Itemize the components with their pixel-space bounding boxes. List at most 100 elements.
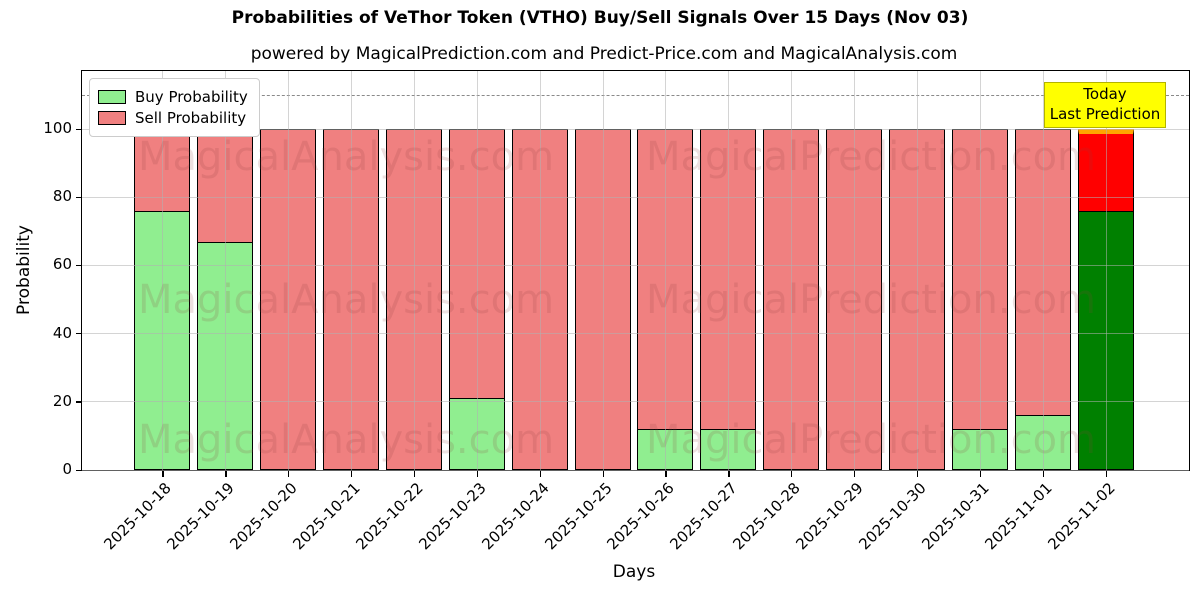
bar-slot-2025-10-22: 2025-10-22 <box>352 71 446 553</box>
bar-slot-2025-10-28: 2025-10-28 <box>730 71 823 553</box>
y-tick-mark-60 <box>76 264 82 267</box>
today-annotation-line1: Today <box>1083 85 1127 103</box>
bar-slot-2025-10-25: 2025-10-25 <box>541 71 634 553</box>
bar-2025-10-27 <box>700 129 757 470</box>
bar-segment-sell <box>260 129 317 470</box>
x-tick-mark-2025-10-27 <box>728 471 730 477</box>
legend-label-1: Sell Probability <box>135 109 247 127</box>
bar-2025-10-29 <box>826 129 883 470</box>
x-tick-mark-2025-10-26 <box>665 471 667 477</box>
bar-segment-sell <box>826 129 883 470</box>
legend-entry-0: Buy Probability <box>98 88 248 106</box>
bar-2025-10-22 <box>385 129 442 470</box>
bar-2025-10-23 <box>448 129 505 470</box>
chart-title: Probabilities of VeThor Token (VTHO) Buy… <box>231 8 969 28</box>
x-tick-mark-2025-10-30 <box>916 471 919 477</box>
bar-2025-11-01 <box>1014 129 1071 470</box>
x-tick-mark-2025-10-24 <box>539 471 541 477</box>
x-tick-label-2025-10-31: 2025-10-31 <box>918 479 993 554</box>
x-tick-label-2025-10-29: 2025-10-29 <box>792 479 867 554</box>
bar-slot-2025-10-23: 2025-10-23 <box>415 71 508 553</box>
bar-2025-10-20 <box>260 129 317 470</box>
bar-segment-buy <box>700 429 757 470</box>
y-tick-mark-40 <box>76 333 82 335</box>
x-tick-mark-2025-10-25 <box>602 471 604 477</box>
y-tick-mark-20 <box>76 401 82 403</box>
x-tick-mark-2025-10-22 <box>413 471 416 477</box>
bar-segment-sell <box>1014 129 1071 415</box>
x-tick-label-2025-10-22: 2025-10-22 <box>352 479 427 554</box>
bar-segment-buy <box>134 211 191 470</box>
y-tick-mark-80 <box>76 196 82 198</box>
x-tick-label-2025-10-27: 2025-10-27 <box>666 479 742 554</box>
x-tick-label-2025-10-24: 2025-10-24 <box>478 479 553 554</box>
bar-segment-sell <box>700 129 757 429</box>
bar-2025-10-24 <box>511 129 568 470</box>
x-tick-mark-2025-10-31 <box>979 471 982 477</box>
bar-segment-sell <box>448 129 505 398</box>
bar-2025-10-31 <box>951 129 1008 470</box>
bar-slot-2025-10-20: 2025-10-20 <box>227 71 320 553</box>
y-tick-label-0: 0 <box>62 460 72 478</box>
y-tick-label-20: 20 <box>52 391 72 410</box>
x-tick-mark-2025-11-01 <box>1042 471 1044 477</box>
bar-segment-sell <box>763 129 820 470</box>
x-tick-mark-2025-10-23 <box>476 471 479 477</box>
x-tick-mark-2025-10-19 <box>225 471 227 477</box>
bar-2025-10-30 <box>888 129 945 470</box>
bar-segment-sell <box>637 129 694 429</box>
x-tick-mark-2025-10-29 <box>854 471 856 477</box>
x-tick-label-2025-10-20: 2025-10-20 <box>226 479 301 554</box>
bar-segment-buy <box>448 398 505 470</box>
x-tick-mark-2025-10-28 <box>791 471 793 477</box>
today-annotation: Today Last Prediction <box>1044 82 1166 128</box>
x-tick-mark-2025-10-21 <box>351 471 353 477</box>
x-tick-mark-2025-11-02 <box>1105 471 1107 477</box>
bar-segment-buy <box>1014 415 1071 470</box>
y-tick-mark-0 <box>76 469 82 471</box>
bar-2025-10-19 <box>197 129 254 470</box>
bar-segment-sell <box>511 129 568 470</box>
x-tick-label-2025-10-19: 2025-10-19 <box>163 479 239 554</box>
legend: Buy Probability Sell Probability <box>89 78 260 137</box>
bar-2025-10-26 <box>637 129 694 470</box>
bar-segment-sell-today <box>1077 129 1134 211</box>
x-tick-mark-2025-10-18 <box>162 471 164 477</box>
x-tick-mark-2025-10-20 <box>288 471 290 477</box>
bar-2025-10-18 <box>134 129 191 470</box>
bar-slot-2025-10-29: 2025-10-29 <box>792 71 886 553</box>
bar-slot-2025-10-31: 2025-10-31 <box>918 71 1011 553</box>
x-axis-label: Days <box>612 562 656 582</box>
bar-slot-2025-10-27: 2025-10-27 <box>667 71 760 553</box>
plot-area: 0 20 40 60 80 100 2025-10-18 2025-10-19 2025-10… <box>43 70 1190 553</box>
bar-segment-buy <box>637 429 694 470</box>
bar-slot-2025-10-21: 2025-10-21 <box>289 71 383 553</box>
y-tick-label-80: 80 <box>52 187 72 206</box>
bar-segment-sell <box>197 129 254 242</box>
x-tick-label-2025-10-30: 2025-10-30 <box>855 479 930 554</box>
today-annotation-line2: Last Prediction <box>1049 104 1161 123</box>
bar-segment-buy-today <box>1077 211 1134 470</box>
bar-segment-sell <box>951 129 1008 429</box>
chart-subtitle: powered by MagicalPrediction.com and Pre… <box>250 44 958 64</box>
bar-segment-sell <box>888 129 945 470</box>
bar-segment-buy <box>951 429 1008 470</box>
bar-2025-10-28 <box>763 129 820 470</box>
bar-2025-10-25 <box>574 129 631 470</box>
bar-segment-sell <box>574 129 631 470</box>
bar-slot-2025-10-24: 2025-10-24 <box>478 71 571 553</box>
x-tick-label-2025-10-23: 2025-10-23 <box>415 479 490 554</box>
bar-segment-sell <box>385 129 442 470</box>
bar-slot-2025-11-01: 2025-11-01 <box>981 71 1074 553</box>
bar-2025-10-21 <box>323 129 380 470</box>
bar-slot-2025-10-19: 2025-10-19 <box>164 71 257 553</box>
x-tick-label-2025-10-21: 2025-10-21 <box>289 479 364 554</box>
bar-slot-2025-11-02: 2025-11-02 <box>1044 71 1137 553</box>
y-tick-label-100: 100 <box>43 119 72 137</box>
legend-entry-1: Sell Probability <box>98 109 248 127</box>
bar-slot-2025-10-30: 2025-10-30 <box>855 71 949 553</box>
bar-slot-2025-10-26: 2025-10-26 <box>604 71 697 553</box>
y-tick-mark-100 <box>76 128 82 130</box>
legend-label-0: Buy Probability <box>135 88 248 106</box>
